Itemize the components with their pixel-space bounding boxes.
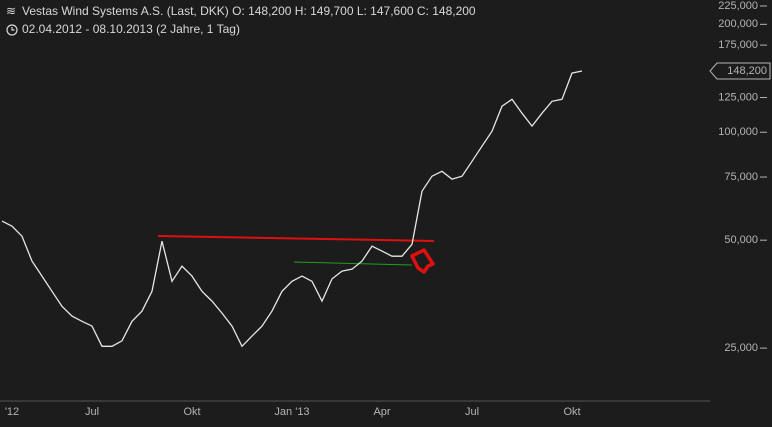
clock-icon [6,24,18,36]
x-tick-label: Jan '13 [274,406,309,418]
y-tick-label: 75,000 [724,171,758,183]
x-tick-label: Apr [373,406,390,418]
x-tick-label: Jul [465,406,479,418]
price-line [1,70,583,348]
chart-icon: ≋ [6,4,16,18]
x-tick-label: Okt [183,406,200,418]
y-tick-label: 125,000 [718,91,758,103]
y-tick-label: 100,000 [718,126,758,138]
price-tag: 148,200 [727,65,767,77]
x-tick-label: '12 [5,406,19,418]
y-tick-label: 50,000 [724,234,758,246]
chart-subtitle: 02.04.2012 - 08.10.2013 (2 Jahre, 1 Tag) [22,22,240,36]
x-tick-label: Okt [563,406,580,418]
support-line [293,261,413,266]
y-tick-label: 200,000 [718,18,758,30]
chart-title: Vestas Wind Systems A.S. (Last, DKK) O: … [22,4,476,18]
arrow-marker [410,248,435,274]
x-tick-label: Jul [85,406,99,418]
resistance-line [157,235,435,242]
price-tag-box [709,62,771,80]
clock-hands [11,27,15,31]
y-tick-label: 225,000 [718,0,758,12]
y-tick-label: 175,000 [718,39,758,51]
y-tick-label: 25,000 [724,342,758,354]
